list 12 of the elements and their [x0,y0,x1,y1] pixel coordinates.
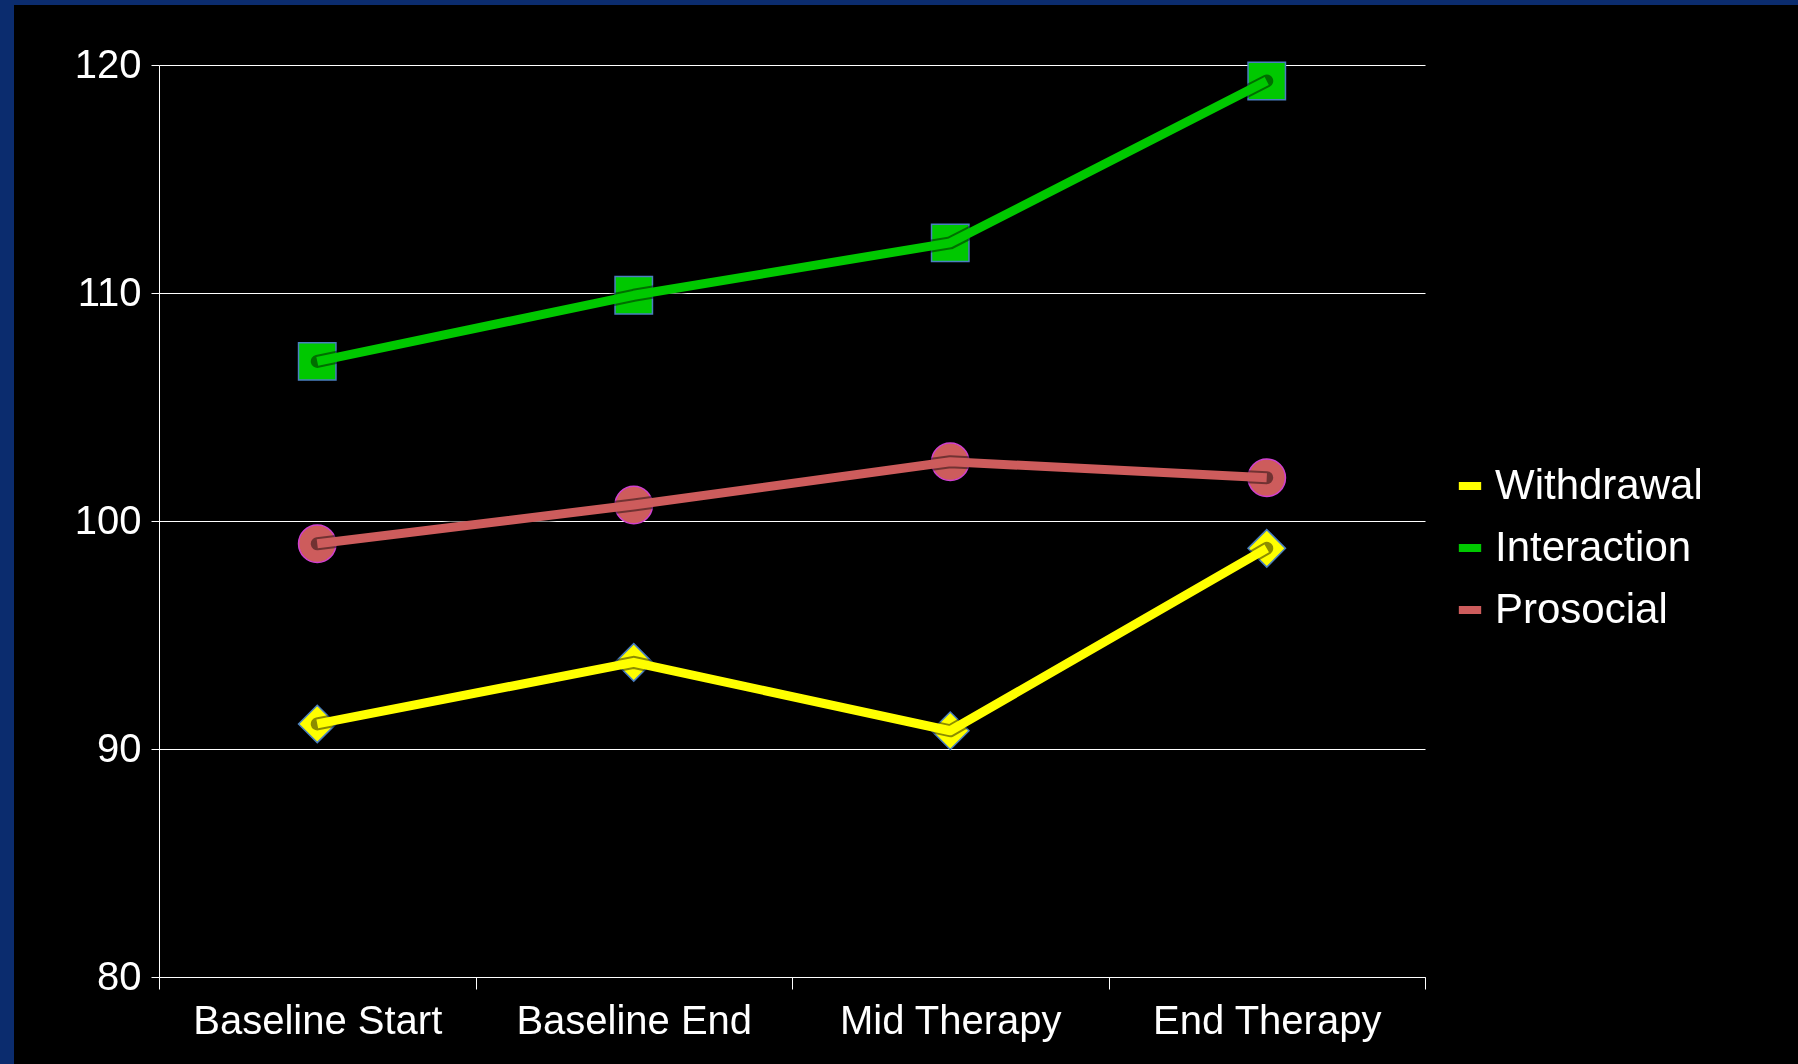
y-tick-label: 90 [97,725,142,770]
legend-label: Withdrawal [1495,461,1703,508]
legend-label: Prosocial [1495,585,1668,632]
x-tick-label: Baseline End [516,997,753,1042]
y-tick-label: 120 [74,41,142,86]
y-tick-label: 80 [97,953,142,998]
x-tick-label: Mid Therapy [839,997,1062,1042]
y-tick-label: 100 [74,497,142,542]
legend-label: Interaction [1495,523,1692,570]
x-tick-label: End Therapy [1153,997,1382,1042]
y-tick-label: 110 [77,269,142,314]
x-tick-label: Baseline Start [193,997,443,1042]
